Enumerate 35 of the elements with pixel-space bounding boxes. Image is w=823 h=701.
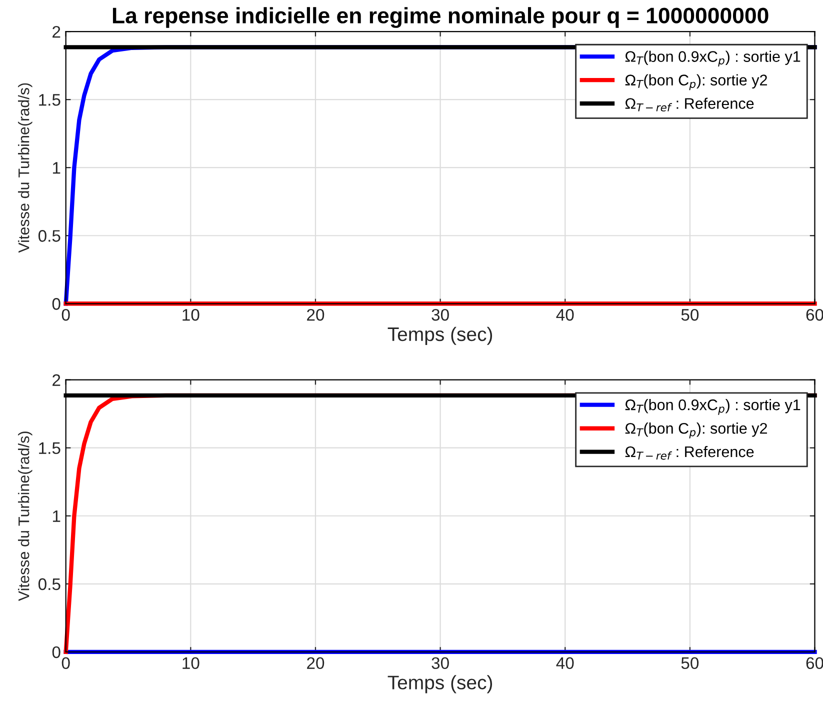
x-tick-label: 10 (182, 308, 200, 321)
x-tick-label: 30 (432, 308, 449, 321)
x-axis-title: Temps (sec) (388, 326, 492, 345)
legend-label: Ω$_{T}$(bon C$_{p}$): sortie y2 (625, 422, 767, 438)
x-tick-label: 30 (432, 657, 449, 670)
y-tick-label: 2 (52, 26, 60, 38)
legend-label: Ω$_{T}$(bon 0.9xC$_{p}$) : sortie y1 (625, 399, 800, 415)
chart-title: La repense indicielle en regime nominale pour q = 1000000000 (112, 7, 768, 28)
x-tick-label: 40 (556, 657, 574, 670)
y-tick-label: 1.5 (39, 442, 60, 454)
y-tick-label: 0 (52, 646, 60, 658)
y-tick-label: 0 (52, 298, 60, 310)
x-tick-label: 20 (307, 657, 324, 670)
x-tick-label: 50 (681, 657, 699, 670)
x-tick-label: 20 (307, 308, 324, 321)
y-tick-label: 0.5 (38, 230, 60, 242)
y-tick-label: 2 (52, 374, 60, 386)
legend-label: Ω$_{T}$(bon C$_{p}$): sortie y2 (625, 74, 767, 90)
y-axis-title: Vitesse du Turbine(rad/s) (18, 432, 32, 602)
x-tick-label: 60 (806, 308, 823, 321)
legend-label: Ω$_{T−ref}$ : Reference (625, 446, 754, 460)
x-tick-label: 0 (62, 308, 70, 321)
y-tick-label: 0.5 (38, 578, 60, 590)
legend-label: Ω$_{T}$(bon 0.9xC$_{p}$) : sortie y1 (625, 50, 800, 67)
y-tick-label: 1.5 (39, 94, 60, 106)
x-tick-label: 10 (182, 657, 200, 670)
y-tick-label: 1 (52, 510, 60, 522)
y-axis-title: Vitesse du Turbine(rad/s) (18, 83, 32, 253)
x-tick-label: 40 (556, 308, 574, 321)
y-tick-label: 1 (52, 162, 60, 174)
x-tick-label: 0 (62, 657, 70, 670)
x-axis-title: Temps (sec) (388, 675, 492, 694)
x-tick-label: 50 (681, 308, 699, 321)
x-tick-label: 60 (806, 657, 823, 670)
legend-label: Ω$_{T−ref}$ : Reference (625, 98, 754, 112)
